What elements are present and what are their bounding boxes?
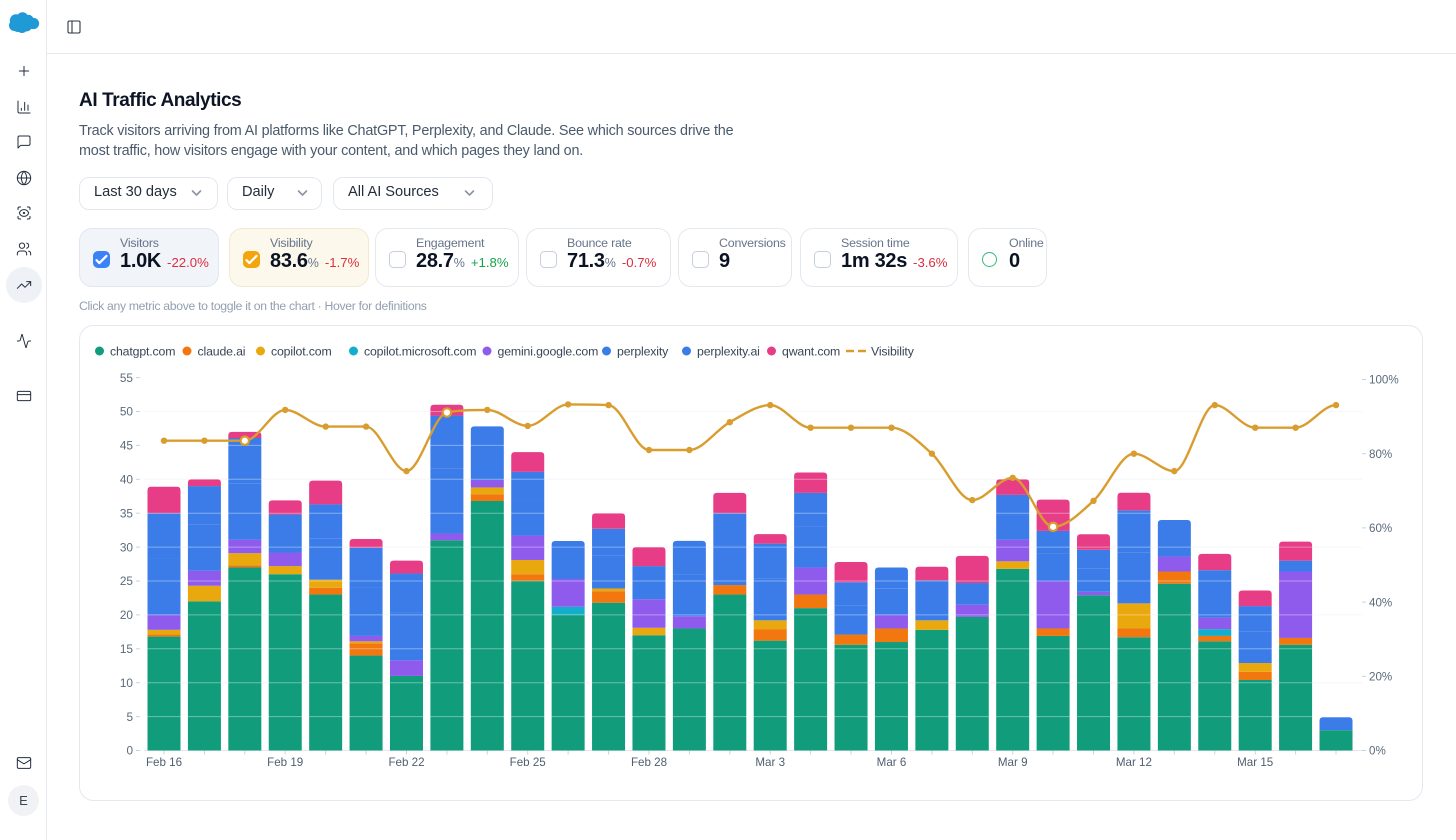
svg-text:Feb 25: Feb 25	[510, 756, 546, 769]
svg-text:claude.ai: claude.ai	[198, 345, 246, 359]
svg-text:Mar 9: Mar 9	[998, 756, 1028, 769]
svg-text:Feb 19: Feb 19	[267, 756, 303, 769]
svg-text:Mar 12: Mar 12	[1116, 756, 1152, 769]
svg-text:35: 35	[120, 506, 134, 520]
svg-text:30: 30	[120, 540, 134, 554]
svg-text:40: 40	[120, 473, 134, 487]
svg-text:copilot.microsoft.com: copilot.microsoft.com	[364, 345, 476, 359]
svg-text:50: 50	[120, 405, 134, 419]
svg-text:40%: 40%	[1369, 596, 1392, 609]
svg-text:Feb 16: Feb 16	[146, 756, 182, 769]
svg-text:5: 5	[126, 710, 133, 724]
svg-text:15: 15	[120, 642, 134, 656]
svg-text:55: 55	[120, 371, 134, 385]
svg-text:perplexity: perplexity	[617, 345, 669, 359]
svg-text:chatgpt.com: chatgpt.com	[110, 345, 175, 359]
svg-text:20%: 20%	[1369, 671, 1392, 684]
svg-text:gemini.google.com: gemini.google.com	[498, 345, 599, 359]
svg-text:80%: 80%	[1369, 448, 1392, 461]
svg-text:copilot.com: copilot.com	[271, 345, 332, 359]
svg-text:Feb 28: Feb 28	[631, 756, 667, 769]
svg-text:45: 45	[120, 439, 134, 453]
svg-text:qwant.com: qwant.com	[782, 345, 840, 359]
svg-text:20: 20	[120, 608, 134, 622]
svg-text:Mar 6: Mar 6	[877, 756, 907, 769]
svg-text:Visibility: Visibility	[871, 345, 915, 359]
svg-text:perplexity.ai: perplexity.ai	[697, 345, 760, 359]
svg-text:Feb 22: Feb 22	[388, 756, 424, 769]
svg-text:60%: 60%	[1369, 522, 1392, 535]
svg-text:Mar 15: Mar 15	[1237, 756, 1273, 769]
svg-text:0%: 0%	[1369, 745, 1386, 758]
svg-text:25: 25	[120, 574, 134, 588]
svg-text:Mar 3: Mar 3	[755, 756, 785, 769]
svg-text:10: 10	[120, 676, 134, 690]
svg-text:100%: 100%	[1369, 374, 1399, 387]
svg-text:0: 0	[126, 744, 133, 758]
